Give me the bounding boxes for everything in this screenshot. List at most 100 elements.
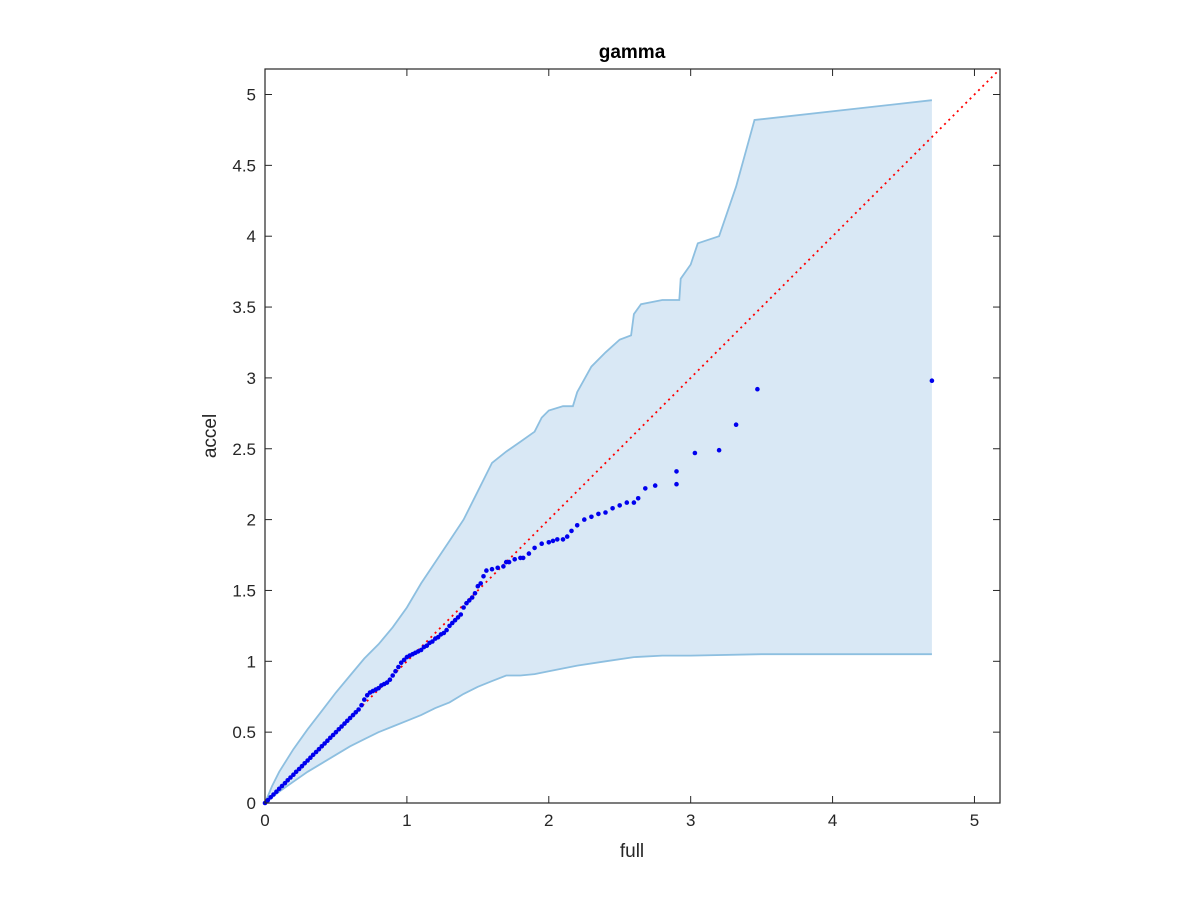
data-point — [464, 600, 469, 606]
data-point — [387, 677, 393, 682]
data-point — [589, 514, 594, 520]
data-point — [631, 500, 637, 505]
data-point — [325, 738, 330, 743]
data-point — [296, 766, 302, 772]
data-point — [467, 598, 472, 603]
data-point — [353, 710, 359, 715]
data-point — [610, 506, 615, 511]
data-point — [396, 664, 401, 670]
y-tick-label: 2.5 — [232, 440, 256, 459]
y-tick-label: 5 — [247, 86, 256, 105]
data-point — [359, 702, 364, 708]
plot-area — [262, 68, 1001, 806]
data-point — [268, 795, 274, 800]
data-point — [532, 545, 537, 551]
x-tick-label: 0 — [260, 811, 269, 830]
data-point — [441, 630, 447, 636]
data-point — [452, 617, 458, 623]
data-point — [481, 574, 486, 579]
data-point — [345, 718, 350, 724]
data-point — [333, 729, 339, 735]
chart-title: gamma — [599, 42, 666, 63]
data-point — [285, 778, 291, 783]
data-point — [478, 581, 484, 586]
data-point — [444, 627, 449, 633]
data-point — [596, 511, 601, 517]
data-point — [291, 772, 296, 777]
y-tick-label: 4.5 — [232, 156, 256, 175]
data-point — [384, 680, 390, 685]
data-point — [526, 551, 532, 556]
data-point — [342, 721, 347, 726]
data-point — [495, 565, 501, 571]
data-point — [376, 685, 381, 691]
confidence-band-fill — [265, 100, 932, 803]
data-point — [265, 797, 271, 803]
data-point — [299, 763, 305, 769]
data-point — [546, 540, 552, 545]
axes-box — [264, 68, 1001, 804]
data-point — [447, 623, 452, 629]
data-point — [282, 780, 288, 786]
x-axis-label: full — [620, 841, 644, 862]
data-point — [330, 732, 336, 738]
data-point — [424, 643, 430, 648]
data-point — [539, 541, 544, 546]
data-point — [643, 486, 648, 491]
data-point — [313, 749, 319, 755]
data-point — [555, 537, 560, 542]
y-tick-label: 3 — [247, 369, 256, 388]
data-point — [484, 568, 489, 573]
data-point — [635, 496, 641, 501]
data-point — [489, 566, 495, 572]
data-point — [652, 483, 658, 488]
x-tick-label: 4 — [828, 811, 837, 830]
data-point — [512, 557, 517, 562]
data-point — [393, 668, 398, 674]
y-tick-label: 4 — [247, 227, 256, 246]
data-point — [755, 386, 760, 392]
data-point — [506, 559, 512, 565]
data-point — [293, 769, 299, 775]
y-tick-label: 1 — [247, 652, 256, 671]
data-point — [469, 595, 475, 600]
axes: 0 1 2 3 4 5 0 0.5 1 1.5 2 2.5 3 3.5 4 4.5 5 — [232, 68, 1001, 830]
data-point — [733, 422, 739, 428]
data-point — [435, 634, 441, 640]
data-point — [322, 741, 327, 746]
data-point — [716, 447, 722, 453]
data-point — [271, 792, 276, 797]
data-point — [501, 564, 506, 569]
data-point — [364, 693, 370, 698]
x-tick-label: 2 — [544, 811, 553, 830]
confidence-band-lower — [264, 653, 932, 804]
data-point — [458, 612, 464, 617]
data-point — [356, 707, 361, 712]
data-point — [582, 517, 587, 522]
confidence-band-upper — [264, 99, 932, 804]
data-point — [308, 755, 313, 760]
x-tick-label: 3 — [686, 811, 695, 830]
data-point — [692, 450, 698, 456]
data-point — [455, 615, 461, 620]
data-point — [350, 712, 356, 718]
data-point — [274, 789, 279, 794]
data-point — [288, 775, 293, 780]
x-tick-label: 1 — [402, 811, 411, 830]
data-point — [339, 724, 344, 729]
y-tick-label: 2 — [247, 511, 256, 530]
data-point — [574, 523, 580, 528]
y-tick-label: 1.5 — [232, 581, 256, 600]
data-point — [328, 735, 333, 741]
data-point — [336, 727, 342, 732]
data-point — [520, 555, 526, 561]
data-point — [624, 500, 630, 505]
data-point — [569, 528, 574, 534]
data-point — [564, 534, 570, 539]
y-tick-label: 0.5 — [232, 723, 256, 742]
data-point — [276, 786, 282, 792]
reference-line — [264, 68, 1001, 804]
data-point — [305, 758, 310, 763]
data-point — [550, 538, 556, 544]
